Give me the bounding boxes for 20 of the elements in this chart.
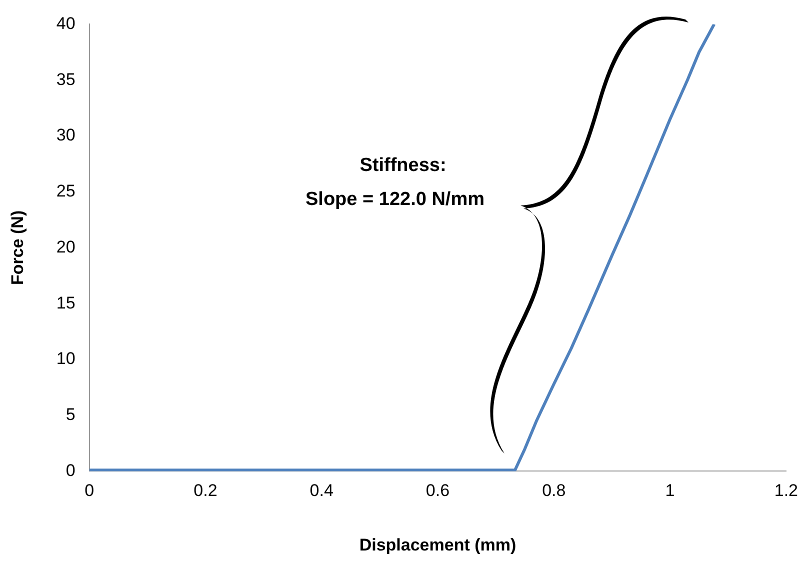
x-tick-label: 0.2	[194, 481, 218, 500]
y-tick-label: 35	[56, 70, 76, 89]
y-axis-title: Force (N)	[8, 210, 27, 286]
x-tick-label: 0.8	[542, 481, 566, 500]
y-tick-label: 20	[56, 237, 76, 256]
y-tick-label: 25	[56, 182, 76, 201]
y-tick-label: 15	[56, 293, 76, 312]
x-axis-title: Displacement (mm)	[359, 535, 516, 554]
y-tick-label: 40	[56, 14, 76, 33]
annotation: Slope = 122.0 N/mm	[306, 189, 484, 210]
x-tick-label: 0.6	[426, 481, 450, 500]
y-tick-label: 30	[56, 126, 76, 145]
y-tick-label: 5	[66, 405, 76, 424]
x-tick-label: 0.4	[310, 481, 334, 500]
y-tick-label: 0	[66, 460, 76, 480]
x-tick-label: 1	[665, 481, 675, 500]
x-tick-label: 0	[84, 481, 94, 500]
x-tick-label: 1.2	[774, 481, 798, 500]
annotation: Stiffness:	[360, 155, 446, 176]
y-tick-label: 10	[56, 349, 76, 368]
